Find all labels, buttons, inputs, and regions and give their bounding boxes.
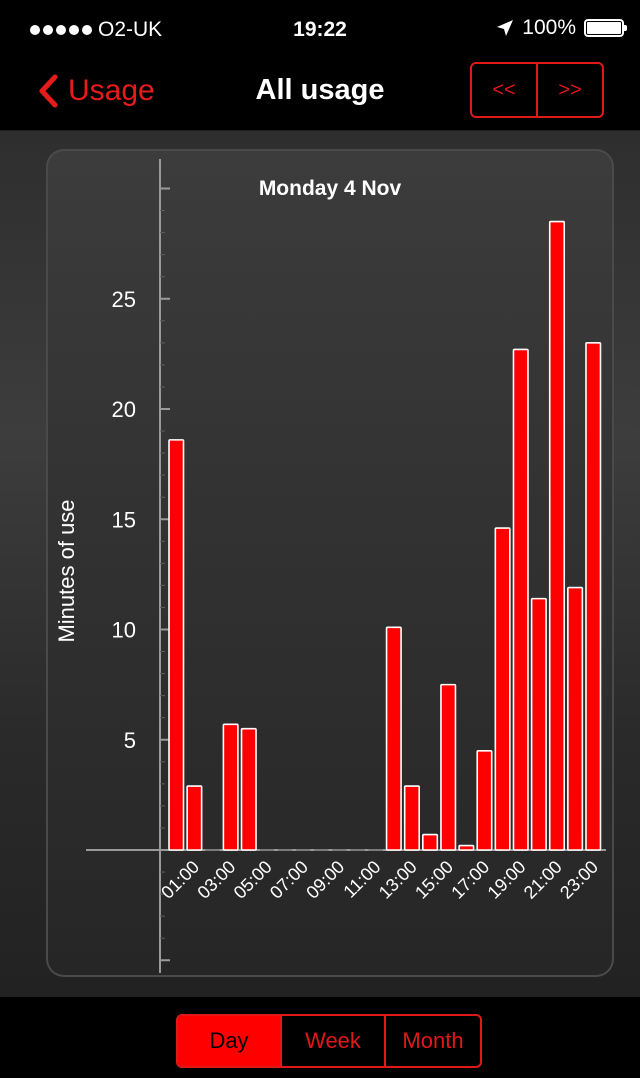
bar-15:00 [440, 683, 457, 851]
y-tick-label: 15 [112, 507, 136, 532]
status-right: 100% [496, 16, 627, 40]
x-tick-label: 03:00 [193, 857, 239, 903]
x-tick-label: 23:00 [556, 857, 602, 903]
carrier-indicator: O2-UK [30, 18, 162, 42]
date-pager: << >> [470, 62, 604, 118]
chevron-left-icon [39, 74, 58, 108]
x-tick-label: 11:00 [339, 857, 384, 902]
bar-18:00 [494, 527, 511, 851]
bar-13:00 [403, 785, 420, 851]
bar-22:00 [567, 586, 584, 851]
y-tick-label: 10 [112, 618, 136, 643]
x-tick-label: 21:00 [520, 857, 566, 903]
bar-21:00 [548, 220, 566, 851]
y-tick-label: 20 [112, 397, 136, 422]
segment-week[interactable]: Week [280, 1016, 384, 1066]
battery-icon [584, 19, 627, 37]
y-tick-label: 5 [124, 728, 136, 753]
y-axis-title: Minutes of use [54, 499, 79, 642]
carrier-name: O2-UK [98, 18, 163, 41]
bar-17:00 [476, 749, 493, 851]
segment-month[interactable]: Month [384, 1016, 480, 1066]
usage-chart: Monday 4 Nov 5 10 15 20 25 Minutes of use 01:0… [54, 159, 606, 973]
x-tick-label: 15:00 [411, 857, 457, 903]
location-arrow-icon [497, 20, 514, 36]
bar-14:00 [422, 833, 439, 851]
previous-day-button[interactable]: << [472, 64, 538, 116]
bar-19:00 [512, 348, 529, 851]
back-button[interactable]: Usage [38, 70, 155, 112]
bar-16:00 [458, 844, 475, 851]
chart-bars [168, 220, 602, 851]
bar-20:00 [530, 597, 547, 851]
y-tick-label: 25 [112, 287, 136, 312]
period-segmented-control: Day Week Month [176, 1014, 482, 1068]
battery-percent: 100% [522, 16, 576, 39]
next-day-button[interactable]: >> [558, 78, 582, 101]
x-tick-label: 09:00 [302, 857, 348, 903]
navigation-bar: Usage All usage << >> [0, 56, 640, 131]
chart-title: Monday 4 Nov [259, 177, 402, 200]
status-time: 19:22 [293, 18, 347, 41]
bottom-bar: Day Week Month [0, 997, 640, 1078]
x-tick-label: 05:00 [230, 857, 276, 903]
bar-12:00 [385, 626, 402, 851]
signal-strength-icon [30, 25, 92, 35]
x-tick-label: 01:00 [157, 857, 203, 903]
x-tick-label: 17:00 [447, 857, 493, 903]
back-button-label: Usage [68, 74, 155, 107]
bar-04:00 [240, 727, 257, 851]
bar-00:00 [168, 439, 185, 851]
x-tick-label: 19:00 [484, 857, 530, 903]
segment-day[interactable]: Day [178, 1016, 280, 1066]
x-tick-label: 07:00 [266, 857, 312, 903]
bar-03:00 [222, 723, 239, 851]
content-area: Monday 4 Nov 5 10 15 20 25 Minutes of use 01:0… [0, 131, 640, 997]
status-bar: O2-UK 19:22 100% [0, 0, 640, 56]
bar-01:00 [186, 785, 203, 851]
bar-23:00 [585, 342, 602, 851]
x-tick-label: 13:00 [375, 857, 421, 903]
